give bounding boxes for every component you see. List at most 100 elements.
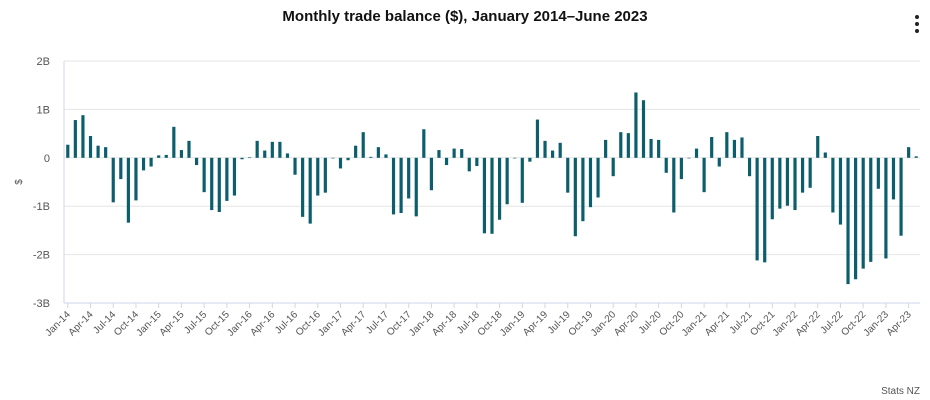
bar	[846, 157, 850, 285]
y-tick-label: -2B	[33, 250, 50, 262]
bar	[301, 157, 305, 217]
x-tick-label: Apr-23	[885, 309, 914, 338]
y-tick-label: -1B	[33, 201, 50, 213]
bar	[225, 157, 229, 201]
x-tick-label: Jan-23	[862, 309, 892, 339]
bar	[778, 157, 782, 209]
bar	[119, 157, 123, 180]
bar	[308, 157, 312, 224]
bar	[384, 154, 388, 158]
x-tick-label: Jan-22	[771, 309, 801, 339]
bar	[126, 157, 130, 223]
bar	[497, 157, 502, 220]
bar	[263, 150, 267, 158]
bar	[217, 157, 221, 213]
bar	[293, 157, 297, 175]
bar	[505, 157, 509, 205]
bar	[172, 126, 176, 158]
x-tick-label: Jan-14	[44, 309, 74, 339]
bar	[338, 157, 343, 169]
y-tick-label: 0	[44, 153, 50, 165]
bar	[914, 156, 918, 158]
bar	[679, 157, 683, 180]
bar	[354, 145, 358, 158]
bar	[66, 144, 70, 158]
bar	[376, 147, 380, 158]
bar	[528, 157, 532, 162]
bar	[460, 149, 464, 158]
bar	[876, 157, 880, 189]
bar	[490, 157, 494, 234]
bar	[414, 157, 418, 217]
bar	[179, 150, 184, 158]
bar	[770, 157, 774, 220]
bar	[316, 157, 320, 196]
chart-credit[interactable]: Stats NZ	[881, 386, 920, 397]
bar	[687, 157, 691, 159]
bar	[808, 157, 812, 188]
bar	[255, 140, 259, 158]
x-tick-label: Apr-17	[339, 309, 368, 338]
y-tick-label: -3B	[33, 298, 50, 310]
bar	[134, 157, 138, 201]
bar	[611, 157, 615, 177]
bar	[535, 119, 540, 158]
x-tick-label: Jan-19	[498, 309, 528, 339]
bar	[513, 157, 517, 159]
y-tick-label: 2B	[37, 56, 50, 68]
bar	[672, 157, 676, 213]
bar	[891, 157, 896, 200]
chart-title: Monthly trade balance ($), January 2014–…	[282, 8, 648, 25]
bar	[831, 157, 835, 213]
bar	[149, 157, 153, 167]
kebab-menu-icon	[915, 22, 919, 26]
bar	[800, 157, 805, 193]
x-tick-label: Apr-21	[703, 309, 732, 338]
bar	[657, 139, 661, 158]
x-tick-label: Apr-20	[612, 309, 641, 338]
chart-context-menu-button[interactable]	[905, 12, 929, 36]
bar	[732, 139, 736, 158]
bar	[573, 157, 577, 237]
bar	[194, 157, 199, 166]
bar	[285, 153, 290, 158]
bar	[861, 157, 865, 269]
bar	[566, 157, 570, 193]
bar	[763, 157, 767, 263]
bar	[467, 157, 471, 172]
bar	[581, 157, 585, 222]
bar	[157, 155, 161, 158]
bar	[869, 157, 873, 262]
bar	[202, 157, 206, 193]
x-tick-label: Jan-20	[589, 309, 619, 339]
bar	[664, 157, 668, 173]
bar	[899, 157, 903, 236]
bar	[823, 152, 827, 158]
bar	[793, 157, 797, 211]
bar	[747, 157, 752, 177]
x-tick-label: Apr-14	[67, 309, 96, 338]
bar	[391, 157, 396, 215]
bar	[81, 115, 85, 158]
y-axis-title: $	[14, 179, 25, 185]
bar	[104, 147, 108, 158]
bar	[437, 150, 441, 158]
bar	[710, 136, 714, 158]
bar	[429, 157, 433, 191]
kebab-menu-icon	[915, 29, 919, 33]
bar	[346, 157, 350, 161]
bar	[604, 139, 608, 158]
bar	[88, 136, 93, 158]
x-tick-label: Jan-21	[680, 309, 710, 339]
bar	[626, 133, 630, 158]
bar	[520, 157, 524, 203]
bar	[641, 100, 646, 158]
bar	[649, 138, 653, 158]
kebab-menu-icon	[915, 15, 919, 19]
bar	[240, 157, 244, 160]
bar	[210, 157, 214, 211]
bar	[278, 141, 282, 158]
bar	[323, 157, 327, 193]
x-tick-label: Apr-22	[794, 309, 823, 338]
bar	[717, 157, 721, 167]
